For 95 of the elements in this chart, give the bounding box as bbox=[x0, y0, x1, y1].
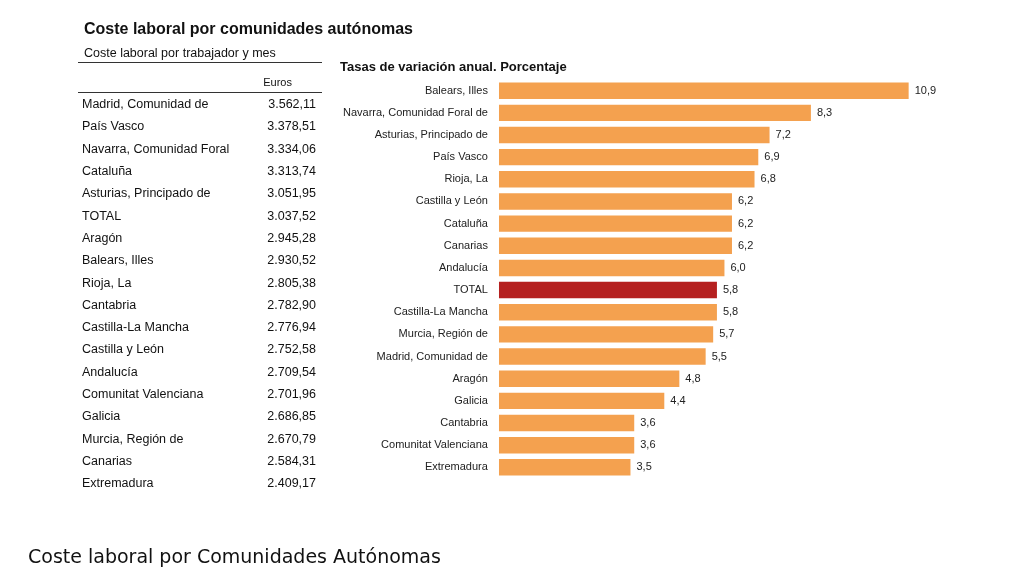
text: 3.334,06 bbox=[267, 141, 316, 156]
text: 3.051,95 bbox=[267, 186, 316, 201]
data-label: 3,6 bbox=[640, 438, 656, 451]
text: 2.409,17 bbox=[267, 476, 316, 491]
bar bbox=[498, 259, 725, 277]
text: 3.037,52 bbox=[267, 208, 316, 223]
bar bbox=[498, 104, 811, 122]
data-label: 4,8 bbox=[685, 371, 701, 384]
text: 2.584,31 bbox=[267, 453, 316, 468]
text: 2.686,85 bbox=[267, 409, 316, 424]
bar bbox=[498, 326, 714, 343]
data-label: 7,2 bbox=[775, 128, 791, 141]
text: 2.945,28 bbox=[267, 230, 316, 245]
category-label: Rioja, La bbox=[81, 274, 133, 292]
category-label: TOTAL bbox=[81, 207, 123, 225]
text: 3.313,74 bbox=[267, 164, 316, 179]
y-tick-label: Asturias, Principado de bbox=[374, 128, 488, 141]
data-label: 5,8 bbox=[722, 283, 739, 296]
text: 2.670,79 bbox=[267, 431, 316, 446]
text: 2.776,94 bbox=[267, 320, 316, 335]
y-tick-label: Madrid, Comunidad de bbox=[376, 349, 488, 362]
category-label: Asturias, Principado de bbox=[81, 185, 212, 203]
text: Coste laboral por Comunidades Autónomas bbox=[28, 545, 441, 567]
y-tick-label: TOTAL bbox=[453, 283, 488, 296]
chart-title: Tasas de variación anual. Porcentaje bbox=[340, 59, 567, 75]
data-label: 4,4 bbox=[670, 393, 686, 406]
data-label: 5,5 bbox=[711, 349, 727, 362]
bar bbox=[498, 392, 665, 410]
bar bbox=[498, 370, 680, 387]
text: 2.709,54 bbox=[267, 364, 316, 379]
bar bbox=[498, 171, 755, 188]
data-label: 6,9 bbox=[764, 150, 780, 163]
text: 3.378,51 bbox=[267, 119, 316, 134]
data-label: 6,2 bbox=[737, 194, 754, 207]
data-label: 10,9 bbox=[914, 83, 937, 96]
bar bbox=[498, 304, 717, 321]
category-label: Galicia bbox=[81, 408, 122, 426]
y-tick-label: Murcia, Región de bbox=[398, 327, 488, 340]
bar bbox=[498, 414, 635, 432]
y-tick-label: Cantabria bbox=[440, 416, 489, 429]
data-label: 8,3 bbox=[816, 105, 833, 118]
text: 2.701,96 bbox=[267, 387, 316, 401]
category-label: Comunitat Valenciana bbox=[81, 386, 205, 403]
y-tick-label: Balears, Illes bbox=[424, 83, 489, 96]
y-tick-label: Andalucía bbox=[438, 260, 489, 273]
text: 2.782,90 bbox=[267, 297, 316, 312]
category-label: Navarra, Comunidad Foral bbox=[81, 140, 231, 158]
y-tick-label: Galicia bbox=[454, 393, 489, 406]
text: 2.752,58 bbox=[267, 342, 316, 357]
y-tick-label: Cataluña bbox=[443, 216, 489, 229]
data-label: 3,5 bbox=[636, 460, 652, 473]
bar bbox=[498, 82, 909, 99]
bar bbox=[498, 148, 759, 166]
y-tick-label: Canarias bbox=[443, 238, 489, 251]
data-label: 6,2 bbox=[737, 216, 754, 229]
y-tick-label: Aragón bbox=[452, 371, 488, 384]
data-label: 5,8 bbox=[722, 305, 739, 318]
data-label: 6,0 bbox=[730, 260, 746, 273]
y-tick-label: Rioja, La bbox=[444, 172, 489, 185]
category-label: Andalucía bbox=[81, 363, 139, 381]
bar bbox=[498, 348, 706, 365]
category-label: Extremadura bbox=[81, 475, 155, 493]
category-label: País Vasco bbox=[81, 118, 146, 136]
text: 3.562,11 bbox=[268, 97, 316, 112]
text: 2.930,52 bbox=[267, 253, 316, 268]
y-tick-label: Navarra, Comunidad Foral de bbox=[343, 105, 488, 118]
category-label: Balears, Illes bbox=[81, 252, 155, 270]
y-tick-label: Castilla-La Mancha bbox=[393, 305, 489, 318]
category-label: Cataluña bbox=[81, 163, 134, 181]
text: Coste laboral por comunidades autónomas bbox=[84, 20, 413, 38]
y-tick-label: Comunitat Valenciana bbox=[381, 438, 489, 451]
category-label: Madrid, Comunidad de bbox=[81, 96, 210, 114]
text: 2.805,38 bbox=[267, 275, 316, 290]
category-label: Castilla y León bbox=[81, 341, 165, 359]
bar bbox=[498, 237, 732, 254]
data-label: 3,6 bbox=[640, 416, 656, 429]
data-label: 5,7 bbox=[719, 327, 735, 340]
bar bbox=[498, 193, 732, 210]
bar bbox=[498, 436, 635, 454]
category-label: Aragón bbox=[81, 229, 124, 247]
bar bbox=[498, 215, 732, 232]
data-label: 6,2 bbox=[737, 238, 754, 251]
y-tick-label: Castilla y León bbox=[415, 194, 488, 207]
category-label: Cantabria bbox=[81, 296, 138, 314]
text: Coste laboral por trabajador y mes bbox=[78, 46, 322, 63]
category-label: Canarias bbox=[81, 452, 134, 470]
data-label: 6,8 bbox=[760, 172, 776, 185]
bar bbox=[498, 126, 770, 144]
bar bbox=[498, 459, 631, 476]
bar bbox=[498, 281, 717, 299]
y-tick-label: País Vasco bbox=[433, 150, 488, 163]
y-tick-label: Extremadura bbox=[424, 460, 489, 473]
category-label: Murcia, Región de bbox=[81, 430, 185, 448]
text: Euros bbox=[252, 72, 322, 93]
category-label: Castilla-La Mancha bbox=[81, 319, 190, 337]
